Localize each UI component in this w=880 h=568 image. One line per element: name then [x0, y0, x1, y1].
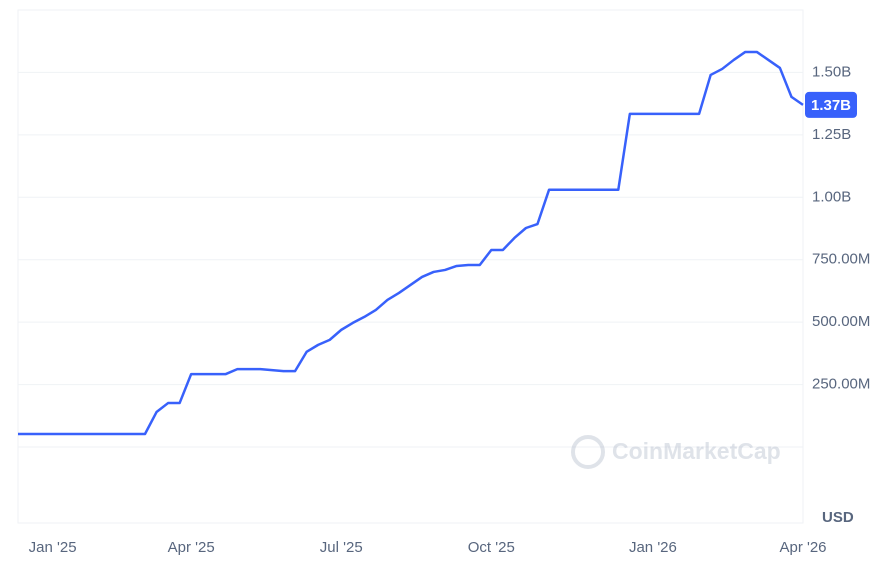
y-tick-label: 500.00M	[812, 313, 870, 330]
y-tick-label: 750.00M	[812, 251, 870, 268]
watermark-logo	[571, 435, 605, 469]
y-tick-label: 1.00B	[812, 188, 851, 205]
x-tick-label: Apr '26	[779, 539, 826, 556]
y-unit: USD	[822, 509, 854, 526]
line	[18, 50, 804, 436]
value-label: 1.37B	[811, 97, 851, 114]
x-tick-label: Apr '25	[168, 539, 215, 556]
x-tick-label: Oct '25	[468, 539, 515, 556]
y-tick-label: 1.50B	[812, 63, 851, 80]
x-tick-label: Jan '25	[29, 539, 77, 556]
y-tick-label: 250.00M	[812, 376, 870, 393]
x-tick-label: Jan '26	[629, 539, 677, 556]
x-tick-label: Jul '25	[320, 539, 363, 556]
price-badge	[805, 91, 857, 118]
watermark: CoinMarketCap	[571, 435, 781, 469]
watermark-text: CoinMarketCap	[612, 438, 781, 464]
plot-frame	[17, 9, 804, 524]
y-tick-label: 1.25B	[812, 126, 851, 143]
